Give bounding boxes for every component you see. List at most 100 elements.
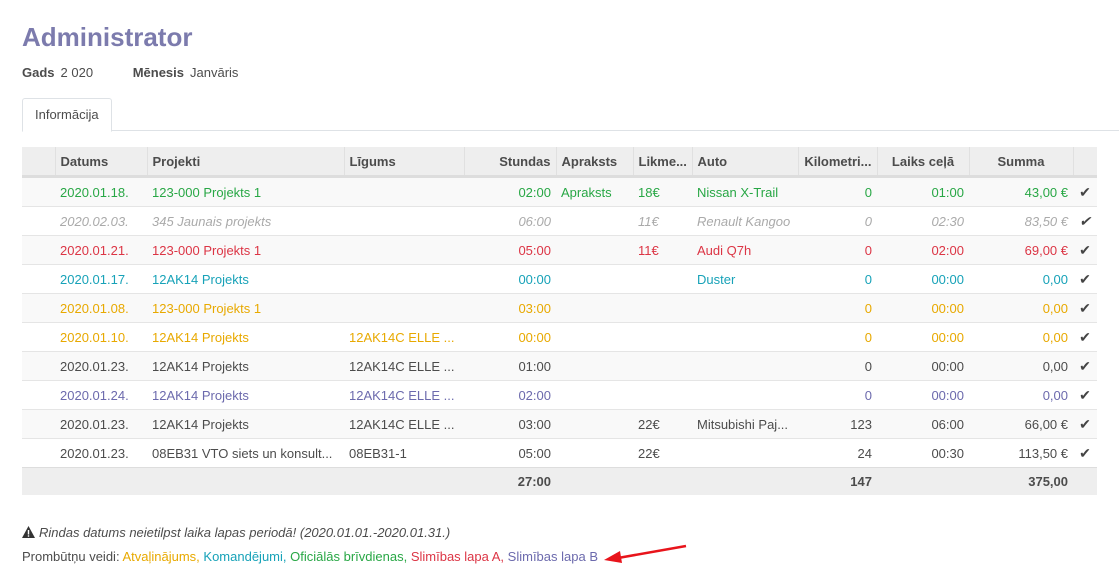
cell-hours: 03:00	[464, 293, 556, 323]
cell-contract	[344, 176, 464, 207]
cell-travel: 00:00	[877, 351, 969, 381]
cell-hours: 02:00	[464, 176, 556, 207]
column-header[interactable]: Datums	[54, 147, 147, 178]
table-row[interactable]: 2020.01.17. 12AK14 Projekts 00:00 Duster 0 00…	[22, 264, 1097, 294]
cell-hours: 06:00	[464, 206, 556, 236]
cell-km: 123	[798, 409, 877, 439]
cell-date: 2020.01.23.	[55, 351, 147, 381]
cell-travel: 00:00	[877, 322, 969, 352]
cell-contract: 12AK14C ELLE ...	[344, 409, 464, 439]
cell-rate	[633, 380, 692, 410]
cell-car: Duster	[692, 264, 798, 294]
cell-rate	[633, 322, 692, 352]
check-icon[interactable]: ✔	[1073, 235, 1097, 265]
check-icon[interactable]: ✔	[1073, 380, 1097, 410]
cell-km: 0	[798, 293, 877, 323]
cell-project: 12AK14 Projekts	[147, 351, 344, 381]
cell-date: 2020.01.10.	[55, 322, 147, 352]
cell-project: 12AK14 Projekts	[147, 380, 344, 410]
column-header[interactable]: Kilometri...	[797, 147, 877, 178]
table-row[interactable]: 2020.01.24. 12AK14 Projekts 12AK14C ELLE .…	[22, 380, 1097, 410]
column-header[interactable]: Likme...	[632, 147, 692, 178]
column-header[interactable]: Laiks ceļā	[876, 147, 969, 178]
cell-desc	[556, 438, 633, 468]
cell-sum: 43,00 €	[969, 176, 1073, 207]
legend-item: Atvaļinājums,	[122, 549, 200, 564]
cell-travel: 00:30	[877, 438, 969, 468]
cell-sum: 0,00	[969, 380, 1073, 410]
cell-date: 2020.01.21.	[55, 235, 147, 265]
absence-legend: Prombūtņu veidi: Atvaļinājums, Komandēju…	[22, 549, 598, 564]
cell-project: 12AK14 Projekts	[147, 409, 344, 439]
column-header[interactable]: Projekti	[146, 147, 344, 178]
table-row[interactable]: 2020.01.23. 12AK14 Projekts 12AK14C ELLE .…	[22, 351, 1097, 381]
legend-label: Prombūtņu veidi:	[22, 549, 120, 564]
totals-row: 27:00 147 375,00	[22, 467, 1097, 495]
cell-desc	[556, 322, 633, 352]
column-header[interactable]: Summa	[968, 147, 1073, 178]
cell-desc	[556, 351, 633, 381]
cell-km: 0	[798, 206, 877, 236]
cell-desc	[556, 264, 633, 294]
cell-rate: 11€	[633, 235, 692, 265]
cell-project: 345 Jaunais projekts	[147, 206, 344, 236]
page-title: Administrator	[22, 22, 193, 52]
row-selector	[22, 264, 55, 294]
cell-car	[692, 438, 798, 468]
cell-km: 0	[798, 235, 877, 265]
check-icon[interactable]: ✔	[1073, 176, 1097, 207]
column-header[interactable]: Līgums	[343, 147, 464, 178]
cell-car	[692, 351, 798, 381]
column-header[interactable]: Apraksts	[555, 147, 633, 178]
check-icon[interactable]: ✔	[1073, 206, 1097, 236]
check-icon[interactable]: ✔	[1073, 351, 1097, 381]
cell-km: 0	[798, 351, 877, 381]
cell-sum: 66,00 €	[969, 409, 1073, 439]
cell-desc: Apraksts	[556, 176, 633, 207]
table-row[interactable]: 2020.01.10. 12AK14 Projekts 12AK14C ELLE .…	[22, 322, 1097, 352]
cell-hours: 02:00	[464, 380, 556, 410]
cell-travel: 00:00	[877, 264, 969, 294]
check-icon[interactable]: ✔	[1073, 409, 1097, 439]
cell-date: 2020.01.23.	[55, 409, 147, 439]
cell-rate	[633, 351, 692, 381]
cell-contract	[344, 293, 464, 323]
cell-hours: 00:00	[464, 264, 556, 294]
row-selector	[22, 380, 55, 410]
cell-contract	[344, 264, 464, 294]
column-header[interactable]: Stundas	[463, 147, 556, 178]
cell-date: 2020.01.08.	[55, 293, 147, 323]
cell-km: 24	[798, 438, 877, 468]
check-icon[interactable]: ✔	[1073, 322, 1097, 352]
table-row[interactable]: 2020.01.21. 123-000 Projekts 1 05:00 11€ Aud…	[22, 235, 1097, 265]
cell-rate: 22€	[633, 438, 692, 468]
warning-triangle-icon	[22, 526, 35, 538]
table-row[interactable]: 2020.02.03. 345 Jaunais projekts 06:00 11€ R…	[22, 206, 1097, 236]
cell-sum: 69,00 €	[969, 235, 1073, 265]
column-header[interactable]: Auto	[691, 147, 798, 178]
month-value: Janvāris	[190, 65, 239, 80]
cell-contract	[344, 206, 464, 236]
check-icon[interactable]: ✔	[1073, 438, 1097, 468]
cell-desc	[556, 235, 633, 265]
table-row[interactable]: 2020.01.23. 12AK14 Projekts 12AK14C ELLE .…	[22, 409, 1097, 439]
table-row[interactable]: 2020.01.23. 08EB31 VTO siets un konsult..…	[22, 438, 1097, 468]
check-icon[interactable]: ✔	[1073, 293, 1097, 323]
cell-contract: 12AK14C ELLE ...	[344, 322, 464, 352]
tab-informacija[interactable]: Informācija	[22, 98, 112, 132]
legend-item: Slimības lapa A,	[410, 549, 505, 564]
cell-contract: 08EB31-1	[344, 438, 464, 468]
month-label: Mēnesis	[132, 65, 184, 80]
table-row[interactable]: 2020.01.08. 123-000 Projekts 1 03:00 0 00:00…	[22, 293, 1097, 323]
cell-car: Nissan X-Trail	[692, 176, 798, 207]
check-icon[interactable]: ✔	[1073, 264, 1097, 294]
cell-km: 0	[798, 322, 877, 352]
cell-rate: 11€	[633, 206, 692, 236]
cell-contract: 12AK14C ELLE ...	[344, 380, 464, 410]
table-row[interactable]: 2020.01.18. 123-000 Projekts 1 02:00 Apraks…	[22, 176, 1097, 207]
cell-date: 2020.02.03.	[55, 206, 147, 236]
legend-item: Komandējumi,	[203, 549, 287, 564]
legend-item: Slimības lapa B	[507, 549, 598, 564]
row-selector	[22, 176, 55, 207]
cell-travel: 02:30	[877, 206, 969, 236]
